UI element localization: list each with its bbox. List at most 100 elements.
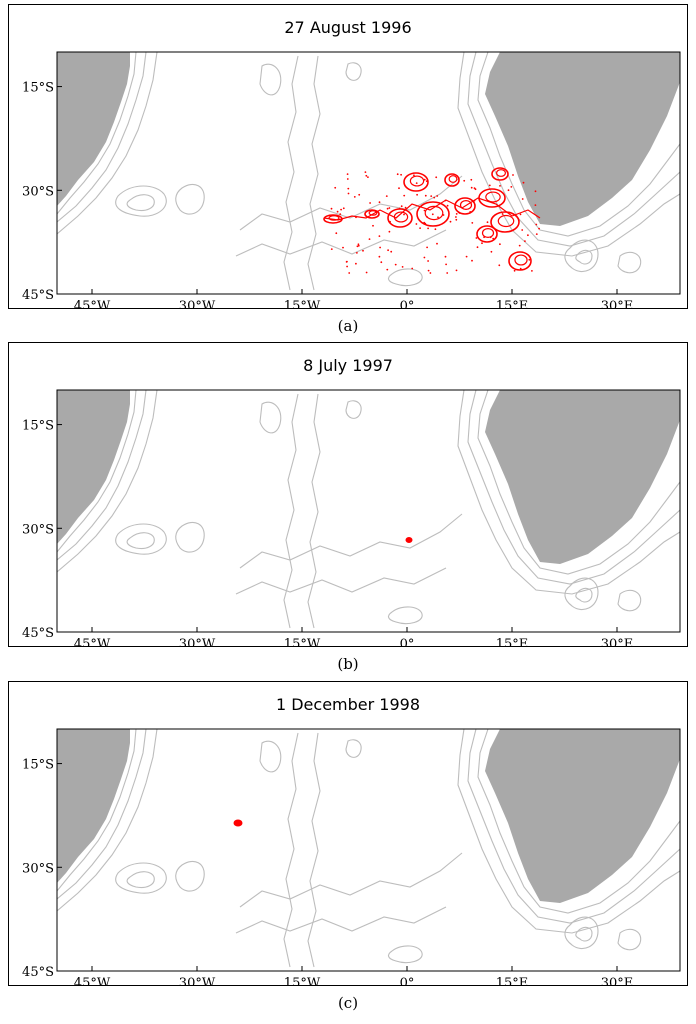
particle-dot	[535, 223, 538, 226]
map-canvas: 45°W 30°W 15°W 0° 15°E 30°E 15°S 30°S 45°S	[22, 389, 681, 647]
particle-dot	[379, 246, 381, 249]
map-canvas: 45°W 30°W 15°W 0° 15°E 30°E 15°S 30°S 45°S	[22, 728, 681, 986]
particle-dot	[522, 181, 525, 184]
particle-dot	[507, 189, 510, 192]
particle-dot	[416, 193, 418, 196]
longitude-tick-label: 30°E	[601, 637, 634, 647]
bathymetry-contour	[57, 52, 158, 235]
map-panel: 45°W 30°W 15°W 0° 15°E 30°E 15°S 30°S 45°S 8 July…	[0, 342, 696, 681]
particle-dot	[386, 207, 389, 210]
particle-dot	[444, 199, 447, 202]
particle-eddy	[409, 175, 425, 187]
particle-dot	[446, 204, 449, 207]
particle-dot	[367, 176, 369, 179]
particle-dot	[389, 220, 391, 223]
particle-dot	[398, 207, 401, 210]
particle-dot	[486, 221, 489, 224]
particle-dot	[356, 252, 358, 254]
land-south-america	[57, 52, 130, 206]
particle-dot	[524, 240, 526, 243]
particle-dot	[362, 249, 364, 252]
bathymetry-contour	[617, 589, 642, 612]
particle-dot	[335, 232, 338, 235]
bathymetry-contour	[307, 732, 321, 968]
bathymetry-contour	[239, 513, 463, 569]
latitude-tick-label: 45°S	[22, 288, 54, 303]
particle-eddy	[454, 197, 476, 215]
land-south-america	[57, 729, 130, 883]
longitude-tick-label: 15°E	[496, 299, 529, 309]
particle-dot	[342, 207, 345, 210]
bathymetry-contour	[57, 390, 137, 553]
particle-dot	[426, 215, 428, 218]
longitude-tick-label: 0°	[400, 299, 415, 309]
land-africa	[485, 390, 680, 564]
particle-dot	[475, 237, 478, 239]
bathymetry-contour	[235, 906, 447, 934]
particle-dot	[365, 174, 368, 177]
particle-dot	[346, 178, 349, 180]
particle-dot	[499, 243, 501, 246]
particle-dot	[449, 220, 452, 223]
particle-dot	[358, 193, 361, 196]
particle-dot	[390, 250, 393, 253]
particle-dot	[424, 194, 427, 197]
particle-dot	[378, 201, 381, 204]
particle-dot	[501, 213, 504, 215]
bathymetry-contour	[259, 401, 282, 434]
bathymetry-contour	[175, 521, 205, 553]
longitude-tick-label: 30°E	[601, 299, 634, 309]
bathymetry-contour	[57, 729, 147, 900]
particle-dot	[427, 269, 430, 272]
particle-dot	[528, 258, 531, 261]
bathymetry-contour	[57, 729, 137, 892]
bathymetry-contour	[57, 52, 137, 215]
latitude-tick-label: 30°S	[22, 184, 54, 199]
particle-dot	[419, 227, 421, 230]
longitude-tick-label: 45°W	[74, 976, 111, 986]
particle-dot	[340, 208, 342, 211]
particle-eddy	[416, 201, 450, 227]
map-panel: 45°W 30°W 15°W 0° 15°E 30°E 15°S 30°S 45°S 1 Dece…	[0, 681, 696, 1020]
panel-title: 27 August 1996	[284, 18, 412, 37]
particle-eddy	[508, 251, 532, 271]
particle-eddy	[485, 191, 501, 203]
particle-dot	[499, 185, 501, 187]
particle-dot	[330, 207, 333, 210]
particle-dot	[436, 195, 439, 197]
panel-title: 8 July 1997	[303, 356, 393, 375]
particle-dot	[427, 227, 429, 230]
bathymetry-contour	[57, 729, 158, 912]
particle-dot	[345, 261, 348, 263]
particle-cluster	[233, 819, 243, 827]
particle-eddy	[424, 205, 444, 221]
particle-dot	[483, 236, 485, 239]
bathymetry-contour	[283, 393, 299, 629]
particle-dot	[448, 173, 451, 176]
bathymetry-contour	[126, 532, 155, 550]
bathymetry-contour	[283, 732, 299, 968]
bathymetry-contour	[57, 390, 158, 573]
particle-dot	[339, 213, 342, 216]
particle-dot	[403, 213, 405, 216]
particle-dot	[368, 238, 371, 241]
particle-dot	[521, 229, 524, 231]
particle-dot	[375, 211, 378, 214]
particle-dot	[488, 184, 491, 187]
particle-dot	[346, 265, 348, 268]
particle-dot	[434, 228, 437, 231]
particle-dot	[435, 176, 438, 179]
bathymetry-contour	[617, 251, 642, 274]
particle-dot	[423, 209, 426, 212]
particle-eddy	[448, 175, 458, 183]
particle-dot	[535, 233, 538, 236]
longitude-tick-label: 30°W	[179, 976, 216, 986]
particle-dot	[518, 244, 521, 247]
bathymetry-contour	[564, 239, 599, 272]
bathymetry-contour	[467, 729, 680, 924]
longitude-tick-label: 15°E	[496, 637, 529, 647]
particle-dot	[521, 198, 524, 200]
particle-dot	[365, 271, 368, 274]
map-axes-box	[56, 51, 681, 295]
longitude-tick-label: 30°W	[179, 637, 216, 647]
